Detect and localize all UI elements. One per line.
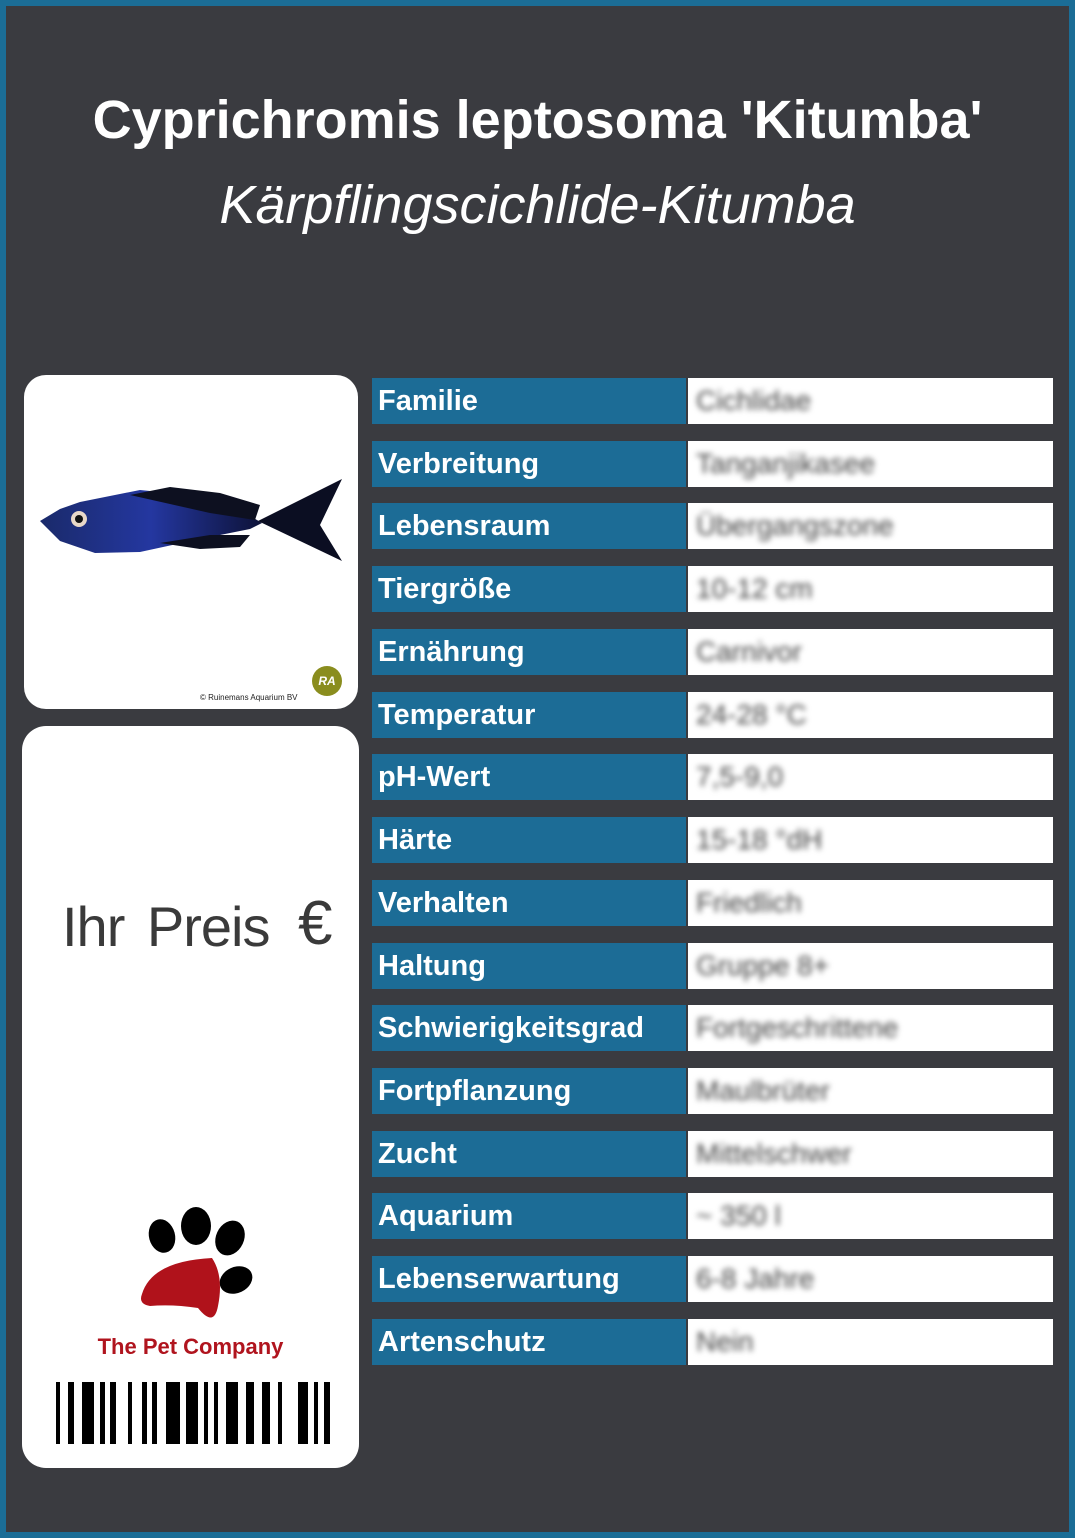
info-row: Tiergröße 10-12 cm <box>372 566 1053 613</box>
barcode-bar <box>110 1382 116 1444</box>
barcode-bar <box>262 1382 270 1444</box>
info-label: Lebenserwartung <box>372 1256 686 1303</box>
info-row: Lebensraum Übergangszone <box>372 503 1053 550</box>
info-value: 24-28 °C <box>696 698 807 730</box>
info-row: Ernährung Carnivor <box>372 628 1053 675</box>
info-value: Fortgeschrittene <box>696 1012 899 1044</box>
info-row: pH-Wert 7,5-9,0 <box>372 754 1053 801</box>
barcode-bar <box>166 1382 180 1444</box>
info-value: Gruppe 8+ <box>696 949 830 981</box>
info-row: Haltung Gruppe 8+ <box>372 942 1053 989</box>
info-value-cell: Friedlich <box>688 879 1053 926</box>
barcode-bar <box>68 1382 74 1444</box>
info-value-cell: 10-12 cm <box>688 566 1053 613</box>
info-value-cell: 15-18 °dH <box>688 817 1053 864</box>
info-value: Maulbrüter <box>696 1075 830 1107</box>
barcode-bar <box>324 1382 330 1444</box>
info-value-cell: Cichlidae <box>688 378 1053 424</box>
info-value: 6-8 Jahre <box>696 1263 815 1295</box>
price-card: Ihr Preis € The Pet Company <box>22 726 359 1468</box>
info-label: Fortpflanzung <box>372 1068 686 1115</box>
info-value: Friedlich <box>696 886 802 918</box>
info-label: Aquarium <box>372 1193 686 1240</box>
info-value: Cichlidae <box>696 385 812 416</box>
info-row: Aquarium ~ 350 l <box>372 1193 1053 1240</box>
currency-symbol: € <box>298 889 333 958</box>
info-value-cell: Mittelschwer <box>688 1130 1053 1177</box>
barcode-bar <box>186 1382 198 1444</box>
barcode-bar <box>142 1382 147 1444</box>
info-value: 15-18 °dH <box>696 824 823 856</box>
info-label: Verbreitung <box>372 440 686 487</box>
fish-photo: RA © Ruinemans Aquarium BV <box>24 375 358 709</box>
info-row: Familie Cichlidae <box>372 378 1053 424</box>
info-row: Lebenserwartung 6-8 Jahre <box>372 1256 1053 1303</box>
info-label: Familie <box>372 378 686 424</box>
info-row: Temperatur 24-28 °C <box>372 691 1053 738</box>
info-value-cell: 24-28 °C <box>688 691 1053 738</box>
info-value-cell: 7,5-9,0 <box>688 754 1053 801</box>
info-label: Verhalten <box>372 879 686 926</box>
barcode <box>56 1382 330 1444</box>
info-value: 7,5-9,0 <box>696 761 784 793</box>
paw-logo-icon <box>141 1207 253 1318</box>
fish-image <box>40 479 342 561</box>
info-value-cell: Maulbrüter <box>688 1068 1053 1115</box>
barcode-bar <box>314 1382 318 1444</box>
photo-copyright: © Ruinemans Aquarium BV <box>200 693 298 702</box>
info-value-cell: Gruppe 8+ <box>688 942 1053 989</box>
info-label: Härte <box>372 817 686 864</box>
info-row: Verhalten Friedlich <box>372 879 1053 926</box>
barcode-bar <box>100 1382 105 1444</box>
info-value: Nein <box>696 1325 754 1357</box>
info-row: Artenschutz Nein <box>372 1318 1053 1365</box>
price-label: Ihr Preis <box>62 895 270 958</box>
info-row: Härte 15-18 °dH <box>372 817 1053 864</box>
info-label: pH-Wert <box>372 754 686 801</box>
info-label: Temperatur <box>372 691 686 738</box>
info-value: ~ 350 l <box>696 1200 781 1232</box>
info-value: Übergangszone <box>696 510 894 542</box>
info-value-cell: ~ 350 l <box>688 1193 1053 1240</box>
species-title: Cyprichromis leptosoma 'Kitumba' <box>92 90 983 150</box>
barcode-bar <box>226 1382 238 1444</box>
barcode-bar <box>278 1382 282 1444</box>
info-row: Zucht Mittelschwer <box>372 1130 1053 1177</box>
info-value: Tanganjikasee <box>696 447 876 479</box>
common-name: Kärpflingscichlide-Kitumba <box>219 175 856 235</box>
barcode-bar <box>82 1382 94 1444</box>
info-label: Tiergröße <box>372 566 686 613</box>
info-value: 10-12 cm <box>696 573 813 605</box>
info-value-cell: Fortgeschrittene <box>688 1005 1053 1052</box>
info-label: Haltung <box>372 942 686 989</box>
ruinemans-logo: RA <box>312 666 342 696</box>
info-row: Verbreitung Tanganjikasee <box>372 440 1053 487</box>
barcode-bar <box>246 1382 254 1444</box>
barcode-bar <box>128 1382 132 1444</box>
info-label: Zucht <box>372 1130 686 1177</box>
info-label: Artenschutz <box>372 1318 686 1365</box>
info-label: Ernährung <box>372 628 686 675</box>
info-label: Schwierigkeitsgrad <box>372 1005 686 1052</box>
info-value-cell: Carnivor <box>688 628 1053 675</box>
info-value-cell: 6-8 Jahre <box>688 1256 1053 1303</box>
barcode-bar <box>152 1382 157 1444</box>
info-row: Fortpflanzung Maulbrüter <box>372 1068 1053 1115</box>
barcode-bar <box>214 1382 218 1444</box>
info-value-cell: Übergangszone <box>688 503 1053 550</box>
info-row: Schwierigkeitsgrad Fortgeschrittene <box>372 1005 1053 1052</box>
barcode-bar <box>298 1382 308 1444</box>
info-value: Mittelschwer <box>696 1137 852 1169</box>
barcode-bar <box>56 1382 60 1444</box>
info-value: Carnivor <box>696 635 802 667</box>
info-value-cell: Tanganjikasee <box>688 440 1053 487</box>
info-value-cell: Nein <box>688 1318 1053 1365</box>
info-label: Lebensraum <box>372 503 686 550</box>
barcode-bar <box>204 1382 208 1444</box>
brand-name: The Pet Company <box>97 1334 284 1359</box>
